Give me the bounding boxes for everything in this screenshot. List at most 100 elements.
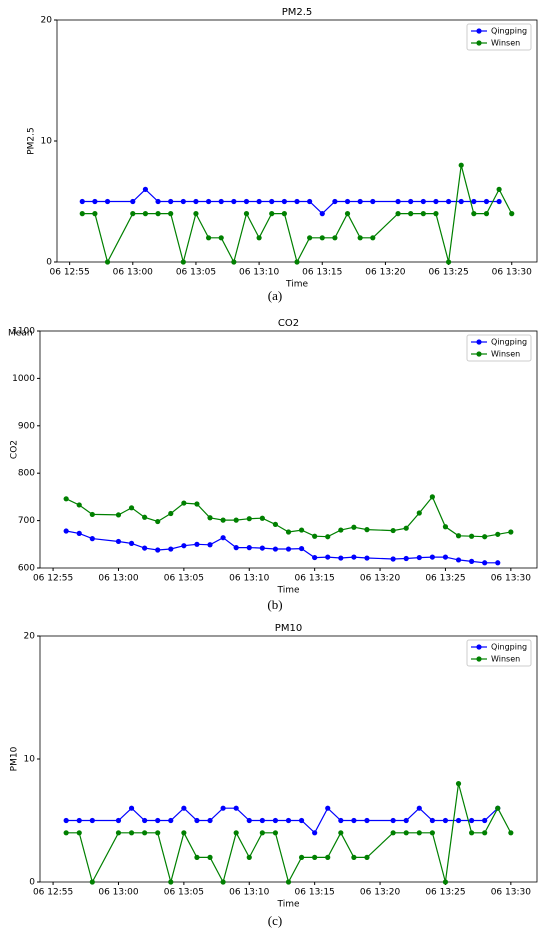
data-point [233,545,239,551]
data-point [416,510,422,516]
data-point [298,527,305,533]
x-tick-label: 06 13:10 [229,888,270,898]
data-point [433,198,439,205]
data-point [218,198,224,205]
data-point [442,879,449,885]
data-point [92,198,98,205]
plot-area [56,19,538,263]
x-tick-label: 06 12:55 [50,268,90,278]
legend-label: Qingping [491,27,527,36]
data-point [194,854,200,861]
data-point [233,830,239,836]
y-tick-label: 10 [41,137,53,147]
data-point [115,538,122,545]
data-point [168,510,174,517]
caption: (b) [267,597,282,612]
data-point [338,527,344,533]
legend-marker [476,656,482,662]
data-point [233,517,239,523]
data-point [482,534,488,540]
legend-label: Qingping [491,338,527,347]
data-point [246,516,252,522]
data-point [205,235,212,241]
x-tick-label: 06 13:15 [295,574,335,584]
data-point [364,555,370,561]
data-point [357,235,363,241]
data-point [115,817,122,824]
data-point [130,198,136,205]
data-point [193,198,199,205]
data-point [294,198,300,205]
data-point [194,541,200,547]
data-point [403,817,409,824]
x-tick-label: 06 13:15 [295,888,335,898]
data-point [256,235,262,241]
x-tick-label: 06 13:20 [365,268,406,278]
data-point [496,186,502,192]
data-point [433,211,439,217]
data-point [246,545,252,551]
data-point [79,211,85,217]
data-point [429,830,435,836]
data-point [442,524,449,530]
data-point [370,198,376,205]
data-point [155,547,161,553]
data-point [455,533,462,539]
data-point [115,512,122,518]
data-point [168,198,174,205]
data-point [272,817,279,824]
x-tick-label: 06 13:30 [491,574,532,584]
data-point [285,546,292,552]
data-point [455,781,462,787]
y-axis-label: PM10 [10,746,20,771]
plot-area [39,635,538,883]
data-point [63,496,69,502]
data-point [312,533,318,539]
data-point [416,805,422,811]
x-tick-label: 06 13:05 [164,574,204,584]
data-point [471,198,477,205]
data-point [181,500,187,506]
data-point [429,554,435,560]
y-tick-label: 700 [18,516,35,526]
y-tick-label: 10 [24,755,36,765]
x-tick-label: 06 13:25 [425,888,465,898]
data-point [395,211,401,217]
data-point [325,805,331,811]
data-point [307,235,313,241]
data-point [233,805,239,811]
data-point [155,198,161,205]
legend-marker [476,644,482,650]
data-point [115,830,122,836]
data-point [420,211,426,217]
data-point [509,211,515,217]
data-point [168,546,174,552]
data-point [420,198,426,205]
data-point [180,198,186,205]
x-tick-label: 06 13:10 [229,574,270,584]
data-point [194,817,200,824]
data-point [89,879,95,885]
data-point [181,543,187,549]
data-point [243,198,250,205]
data-point [142,211,149,217]
data-point [220,535,226,541]
data-point [298,545,305,552]
y-axis-label: PM2.5 [27,127,37,155]
y-tick-label: 800 [18,469,35,479]
data-point [469,533,475,539]
data-point [142,830,148,836]
data-point [364,527,370,533]
x-tick-label: 06 13:30 [491,888,532,898]
chart-title: PM10 [275,623,302,634]
x-tick-label: 06 13:05 [176,268,216,278]
data-point [495,805,501,811]
data-point [104,198,111,205]
y-tick-label: 1100 [12,327,35,337]
caption: (c) [268,913,282,928]
data-point [390,527,396,534]
data-point [207,817,213,824]
legend-label: Winsen [491,39,520,48]
subplot: CO2 Time CO2 (b) Mean 600 700 800 900 1000 1100 06 … [8,318,538,612]
data-point [390,817,396,824]
